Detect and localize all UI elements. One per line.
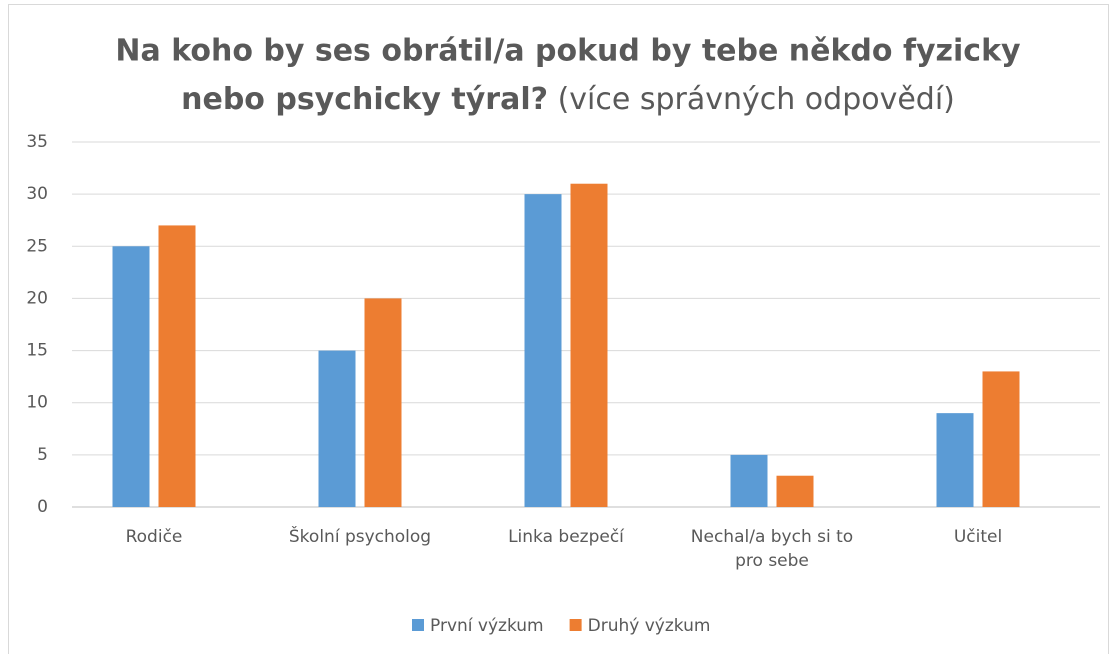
- bar: [524, 194, 562, 507]
- bar: [112, 246, 150, 508]
- legend-label: Druhý výzkum: [588, 616, 711, 636]
- y-tick-label: 10: [26, 393, 48, 413]
- bar: [364, 298, 402, 507]
- y-tick-label: 0: [37, 497, 48, 517]
- chart-title: nebo psychicky týral?: [181, 82, 548, 117]
- x-tick-label: Školní psycholog: [288, 527, 432, 547]
- x-tick-label: Linka bezpečí: [508, 527, 624, 547]
- bar: [570, 183, 608, 507]
- bar: [982, 371, 1020, 507]
- y-tick-label: 15: [26, 341, 48, 361]
- x-tick-label: Nechal/a bych si to pro sebe: [690, 527, 854, 571]
- bar: [730, 454, 768, 507]
- legend-label: První výzkum: [430, 616, 544, 636]
- y-tick-label: 25: [26, 236, 48, 256]
- chart-border: [8, 4, 1109, 654]
- y-tick-label: 5: [37, 445, 48, 465]
- y-tick-label: 20: [26, 288, 48, 308]
- legend-swatch: [412, 619, 424, 631]
- x-tick-label: Učitel: [953, 527, 1003, 547]
- legend-swatch: [569, 619, 582, 631]
- bar: [318, 350, 356, 507]
- y-tick-label: 35: [26, 132, 48, 152]
- chart-subtitle: (více správných odpovědí): [558, 82, 955, 117]
- chart-title-line2: nebo psychicky týral? (více správných od…: [181, 82, 955, 117]
- bar: [936, 413, 974, 507]
- chart-title: Na koho by ses obrátil/a pokud by tebe n…: [115, 34, 1021, 69]
- y-tick-label: 30: [26, 184, 48, 204]
- bar: [158, 225, 196, 507]
- bar: [776, 475, 814, 507]
- x-tick-label: Rodiče: [125, 527, 183, 547]
